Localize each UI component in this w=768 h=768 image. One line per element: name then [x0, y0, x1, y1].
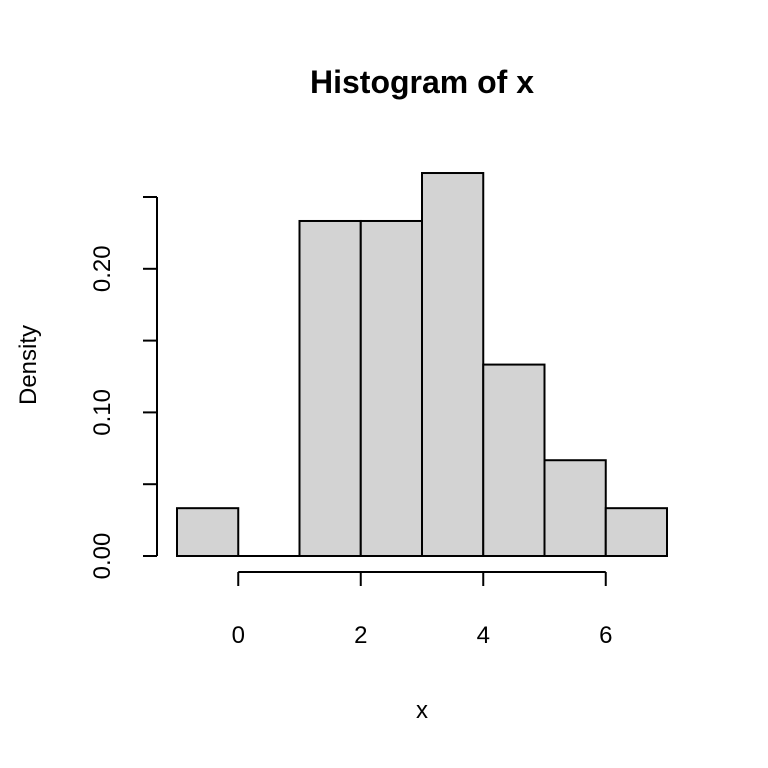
- histogram-bar-6: [543, 459, 607, 558]
- y-axis: 0.00 0.10 0.20: [89, 196, 158, 580]
- x-axis: 0 2 4 6: [232, 571, 612, 649]
- x-tick-label: 2: [354, 622, 367, 649]
- histogram-bar-3: [359, 219, 423, 557]
- histogram-bar-5: [482, 363, 546, 557]
- y-tick-label: 0.20: [89, 245, 116, 292]
- histogram-bar-7: [604, 507, 668, 558]
- histogram-bar-0: [176, 507, 240, 558]
- y-tick-label: 0.10: [89, 389, 116, 436]
- histogram-bar-2: [298, 219, 362, 557]
- x-axis-label: x: [416, 697, 428, 724]
- x-tick-label: 0: [232, 622, 245, 649]
- x-tick-label: 4: [477, 622, 490, 649]
- histogram-bar-4: [421, 172, 485, 557]
- y-axis-label: Density: [15, 325, 42, 405]
- chart-title: Histogram of x: [310, 64, 534, 100]
- x-tick-label: 6: [599, 622, 612, 649]
- y-tick-label: 0.00: [89, 533, 116, 580]
- histogram-bars: [176, 172, 668, 558]
